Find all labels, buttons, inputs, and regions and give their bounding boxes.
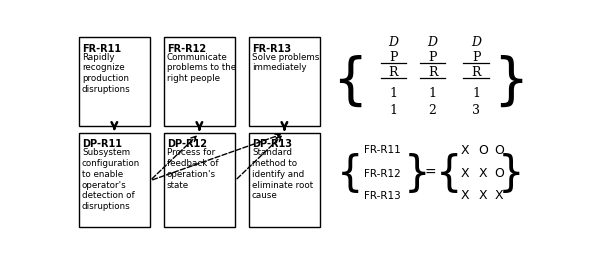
Bar <box>249 37 320 126</box>
Text: 1: 1 <box>390 103 397 117</box>
Text: FR-R13: FR-R13 <box>252 43 291 53</box>
Text: X: X <box>460 167 469 180</box>
Text: X: X <box>460 144 469 157</box>
Text: FR-R12: FR-R12 <box>364 169 400 179</box>
Bar <box>164 133 235 227</box>
Bar <box>249 133 320 227</box>
Text: 1: 1 <box>472 88 480 101</box>
Bar <box>79 37 150 126</box>
Text: $\}$: $\}$ <box>493 53 524 108</box>
Text: $\}$: $\}$ <box>497 151 520 195</box>
Text: DP-R13: DP-R13 <box>252 139 292 149</box>
Text: FR-R11: FR-R11 <box>364 145 400 155</box>
Text: R: R <box>428 66 438 79</box>
Text: R: R <box>471 66 481 79</box>
Text: 2: 2 <box>429 103 436 117</box>
Text: X: X <box>479 189 487 202</box>
Text: D: D <box>388 36 398 49</box>
Text: D: D <box>471 36 482 49</box>
Bar <box>164 37 235 126</box>
Text: Rapidly
recognize
production
disruptions: Rapidly recognize production disruptions <box>82 53 130 94</box>
Text: $\{$: $\{$ <box>336 151 359 195</box>
Text: 3: 3 <box>472 103 480 117</box>
Text: P: P <box>428 51 437 64</box>
Text: FR-R12: FR-R12 <box>167 43 206 53</box>
Text: P: P <box>472 51 480 64</box>
Text: Solve problems
immediately: Solve problems immediately <box>252 53 320 72</box>
Text: $\}$: $\}$ <box>403 151 426 195</box>
Text: 1: 1 <box>429 88 436 101</box>
Text: DP-R11: DP-R11 <box>82 139 122 149</box>
Bar <box>79 133 150 227</box>
Text: $\{$: $\{$ <box>435 151 458 195</box>
Text: R: R <box>389 66 398 79</box>
Text: Process for
feedback of
operation's
state: Process for feedback of operation's stat… <box>167 149 218 190</box>
Text: X: X <box>479 167 487 180</box>
Text: O: O <box>495 144 504 157</box>
Text: P: P <box>389 51 398 64</box>
Text: D: D <box>428 36 438 49</box>
Text: Subsystem
configuration
to enable
operator's
detection of
disruptions: Subsystem configuration to enable operat… <box>82 149 140 211</box>
Text: O: O <box>495 167 504 180</box>
Text: FR-R11: FR-R11 <box>82 43 121 53</box>
Text: FR-R13: FR-R13 <box>364 191 400 201</box>
Text: $\{$: $\{$ <box>333 53 363 108</box>
Text: O: O <box>478 144 488 157</box>
Text: Standard
method to
identify and
eliminate root
cause: Standard method to identify and eliminat… <box>252 149 313 200</box>
Text: X: X <box>460 189 469 202</box>
Text: Communicate
problems to the
right people: Communicate problems to the right people <box>167 53 236 83</box>
Text: DP-R12: DP-R12 <box>167 139 207 149</box>
Text: =: = <box>425 166 436 180</box>
Text: X: X <box>495 189 503 202</box>
Text: 1: 1 <box>390 88 397 101</box>
